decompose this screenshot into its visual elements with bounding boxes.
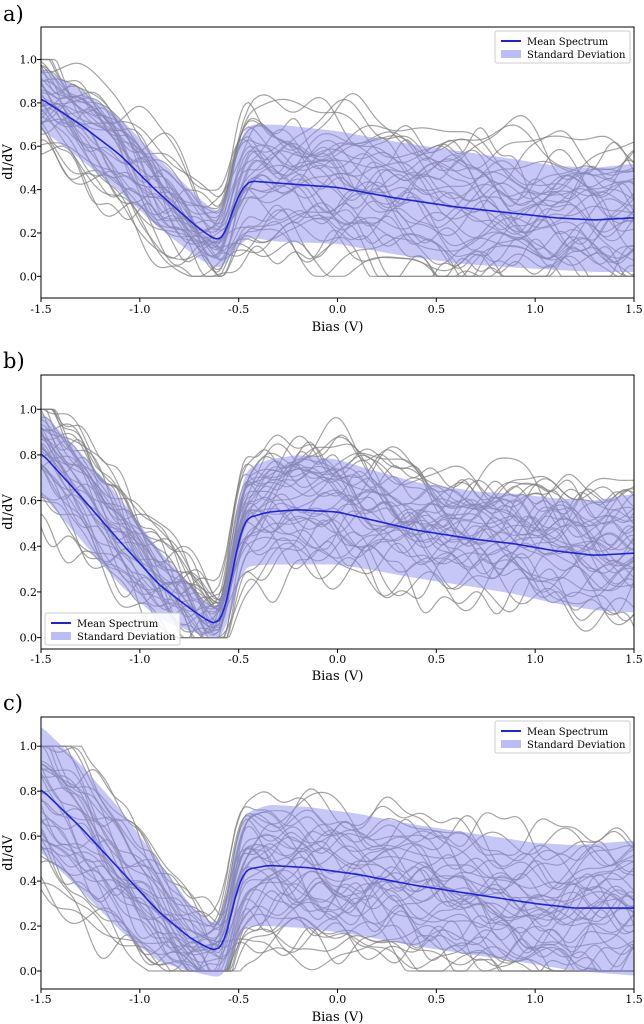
- legend-std-swatch: [51, 632, 71, 640]
- y-tick-label: 0.2: [20, 586, 38, 599]
- plot-area: [41, 408, 634, 639]
- y-axis-label: dI/dV: [1, 835, 16, 871]
- chart-panel-1: -1.5 -1.0 -0.5 0.0 0.5 1.0 1.5 0.0 0.2 0.4 0.6 0.8 1…: [1, 2, 643, 335]
- legend-std-swatch: [501, 50, 521, 58]
- x-tick-label: 1.5: [625, 653, 643, 666]
- y-tick-label: 0.4: [20, 540, 38, 553]
- y-tick-label: 1.0: [20, 740, 38, 753]
- chart-panel-3: -1.5 -1.0 -0.5 0.0 0.5 1.0 1.5 0.0 0.2 0.4 0.6 0.8 1…: [1, 691, 643, 1024]
- legend-box: [494, 30, 631, 64]
- mean-spectrum-line: [41, 98, 634, 240]
- std-deviation-band: [41, 412, 634, 639]
- x-tick-label: 0.0: [329, 993, 347, 1006]
- y-tick-label: 0.0: [20, 632, 38, 645]
- legend: Mean Spectrum Standard Deviation: [494, 720, 631, 754]
- x-tick-label: 1.0: [526, 653, 544, 666]
- x-tick-label: 0.0: [329, 303, 347, 316]
- x-tick-label: -1.0: [129, 993, 150, 1006]
- x-tick-label: 0.5: [428, 993, 446, 1006]
- x-tick-label: -0.5: [228, 303, 249, 316]
- legend-std-swatch: [501, 740, 521, 748]
- y-axis-label: dI/dV: [1, 144, 16, 180]
- y-tick-label: 0.8: [20, 449, 38, 462]
- legend-mean-label: Mean Spectrum: [527, 727, 609, 738]
- y-tick-label: 0.0: [20, 270, 38, 283]
- panel-label: a): [3, 2, 24, 26]
- y-tick-label: 0.0: [20, 965, 38, 978]
- legend-std-label: Standard Deviation: [527, 50, 626, 61]
- legend-mean-label: Mean Spectrum: [527, 37, 609, 48]
- y-tick-label: 1.0: [20, 54, 38, 67]
- x-tick-label: 1.5: [625, 303, 643, 316]
- std-deviation-band: [41, 68, 634, 273]
- individual-spectrum: [41, 432, 634, 629]
- y-tick-label: 0.2: [20, 227, 38, 240]
- legend-std-label: Standard Deviation: [527, 740, 626, 751]
- plot-area: [41, 58, 634, 277]
- x-tick-label: 0.5: [428, 653, 446, 666]
- mean-spectrum-line: [41, 453, 634, 624]
- legend: Mean Spectrum Standard Deviation: [494, 30, 631, 64]
- x-axis-label: Bias (V): [312, 669, 364, 684]
- individual-spectrum: [41, 845, 634, 972]
- legend: Mean Spectrum Standard Deviation: [44, 612, 181, 646]
- y-tick-label: 0.8: [20, 97, 38, 110]
- legend-box: [494, 720, 631, 754]
- x-tick-label: -1.5: [30, 653, 51, 666]
- x-tick-label: 0.0: [329, 653, 347, 666]
- y-tick-label: 0.4: [20, 184, 38, 197]
- x-axis-label: Bias (V): [312, 320, 364, 335]
- std-deviation-band: [41, 727, 634, 977]
- y-tick-label: 1.0: [20, 403, 38, 416]
- x-tick-label: -1.5: [30, 993, 51, 1006]
- plot-area: [41, 727, 634, 977]
- y-tick-label: 0.6: [20, 140, 38, 153]
- x-tick-label: 0.5: [428, 303, 446, 316]
- y-tick-label: 0.2: [20, 920, 38, 933]
- panel-label: b): [3, 349, 25, 373]
- x-tick-label: 1.5: [625, 993, 643, 1006]
- panel-label: c): [3, 691, 23, 715]
- chart-panel-2: -1.5 -1.0 -0.5 0.0 0.5 1.0 1.5 0.0 0.2 0.4 0.6 0.8 1…: [1, 349, 643, 684]
- y-tick-label: 0.6: [20, 495, 38, 508]
- x-tick-label: -1.0: [129, 653, 150, 666]
- individual-spectrum: [41, 417, 634, 635]
- legend-std-label: Standard Deviation: [77, 632, 176, 643]
- legend-mean-label: Mean Spectrum: [77, 619, 159, 630]
- x-tick-label: -0.5: [228, 993, 249, 1006]
- x-tick-label: 1.0: [526, 993, 544, 1006]
- y-tick-label: 0.6: [20, 830, 38, 843]
- legend-box: [44, 612, 181, 646]
- y-tick-label: 0.8: [20, 785, 38, 798]
- x-axis-label: Bias (V): [312, 1010, 364, 1024]
- individual-spectrum: [41, 69, 634, 219]
- x-tick-label: -0.5: [228, 653, 249, 666]
- x-tick-label: -1.5: [30, 303, 51, 316]
- mean-spectrum-line: [41, 789, 634, 951]
- x-tick-label: -1.0: [129, 303, 150, 316]
- y-axis-label: dI/dV: [1, 494, 16, 530]
- x-tick-label: 1.0: [526, 303, 544, 316]
- y-tick-label: 0.4: [20, 875, 38, 888]
